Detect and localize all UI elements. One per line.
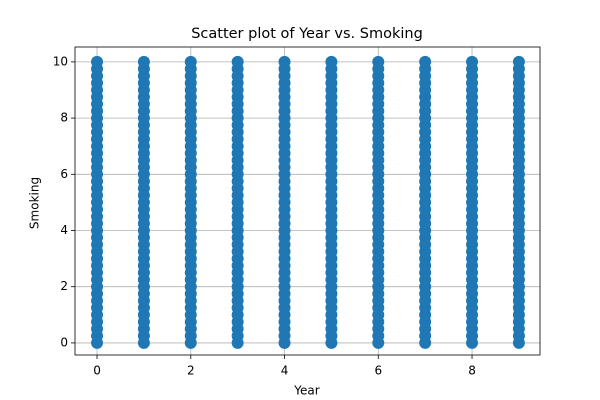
plot-frame — [74, 46, 541, 356]
point — [419, 55, 432, 68]
point — [137, 55, 150, 68]
point — [466, 55, 479, 68]
y-tick-label: 2 — [60, 279, 68, 293]
y-tick-label: 6 — [60, 167, 68, 181]
point — [231, 55, 244, 68]
point — [372, 55, 385, 68]
y-tick-label: 10 — [53, 54, 68, 68]
x-axis-label: Year — [293, 384, 319, 398]
x-tick-label: 0 — [93, 364, 101, 378]
x-tick-label: 2 — [187, 364, 195, 378]
y-tick-label: 0 — [60, 335, 68, 349]
y-tick-label: 8 — [60, 111, 68, 125]
point — [278, 55, 291, 68]
point — [184, 55, 197, 68]
point — [325, 55, 338, 68]
point — [91, 55, 104, 68]
y-axis-label: Smoking — [28, 177, 42, 229]
x-tick-label: 6 — [374, 364, 382, 378]
y-tick-label: 4 — [60, 223, 68, 237]
x-tick-label: 8 — [468, 364, 476, 378]
x-tick-label: 4 — [281, 364, 289, 378]
point — [512, 55, 525, 68]
chart-title: Scatter plot of Year vs. Smoking — [191, 26, 423, 42]
